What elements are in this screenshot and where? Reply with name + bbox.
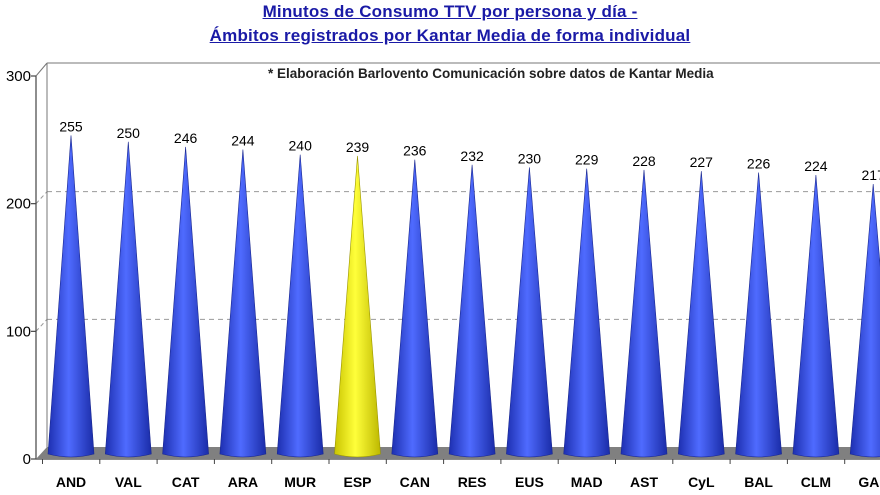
y-tick-label: 200 [6, 196, 31, 213]
data-label: 232 [460, 148, 484, 164]
x-tick-label: CLM [801, 474, 831, 490]
data-label: 250 [117, 125, 141, 141]
x-tick-label: BAL [744, 474, 773, 490]
bar-eus[interactable] [506, 167, 553, 458]
x-tick-label: CyL [688, 474, 715, 490]
x-tick-label: RES [458, 474, 487, 490]
data-label: 226 [747, 155, 771, 171]
data-label: 239 [346, 139, 370, 155]
x-tick-label: AND [56, 474, 86, 490]
bar-mad[interactable] [563, 168, 611, 458]
bar-and[interactable] [47, 135, 95, 458]
data-label: 240 [289, 138, 313, 154]
bar-clm[interactable] [792, 175, 840, 458]
data-label: 229 [575, 152, 599, 168]
chart-subtitle[interactable]: Ámbitos registrados por Kantar Media de … [209, 26, 691, 45]
y-tick-label: 0 [23, 451, 31, 468]
bar-cat[interactable] [162, 146, 209, 458]
bar-bal[interactable] [735, 172, 782, 458]
x-tick-label: AST [630, 474, 658, 490]
bar-cyl[interactable] [677, 171, 725, 458]
y-tick-label: 300 [6, 68, 31, 85]
x-tick-label: CAT [172, 474, 200, 490]
data-label: 217 [862, 167, 880, 183]
gridline-depth [35, 191, 48, 205]
chart-title-block: Minutos de Consumo TTV por persona y día… [0, 0, 880, 48]
gridline-depth [35, 318, 48, 332]
chart-title[interactable]: Minutos de Consumo TTV por persona y día… [262, 2, 638, 21]
x-tick-label: EUS [515, 474, 544, 490]
x-tick-label: MAD [571, 474, 603, 490]
x-tick-label: ESP [343, 474, 371, 490]
x-tick-label: ARA [228, 474, 258, 490]
data-label: 230 [518, 150, 542, 166]
x-tick-label: VAL [115, 474, 142, 490]
bar-res[interactable] [448, 164, 496, 458]
x-tick-label: CAN [400, 474, 430, 490]
bar-ara[interactable] [219, 149, 267, 458]
x-tick-label: MUR [284, 474, 316, 490]
data-label: 224 [804, 158, 828, 174]
bar-can[interactable] [391, 159, 439, 458]
data-label: 228 [632, 153, 656, 169]
bar-esp[interactable] [334, 155, 381, 458]
bar-mur[interactable] [276, 154, 324, 458]
bar-ast[interactable] [620, 169, 668, 458]
bar-val[interactable] [104, 141, 152, 458]
bar-gal[interactable] [849, 183, 880, 458]
data-label: 244 [231, 132, 255, 148]
data-label: 227 [690, 154, 714, 170]
y-axis-depth-line [35, 62, 48, 77]
x-tick-label: GAL [858, 474, 880, 490]
y-tick-label: 100 [6, 323, 31, 340]
data-label: 246 [174, 130, 198, 146]
data-label: 255 [59, 118, 83, 134]
data-label: 236 [403, 143, 427, 159]
chart-annotation: * Elaboración Barlovento Comunicación so… [268, 66, 714, 81]
